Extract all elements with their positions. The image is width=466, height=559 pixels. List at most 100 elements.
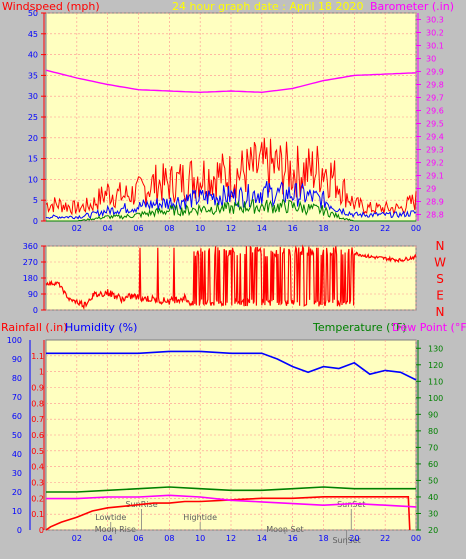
x-tick-label: 04 bbox=[103, 224, 113, 233]
annotation-label: Moon Rise bbox=[95, 525, 136, 534]
annotation-label: Moon Set bbox=[266, 525, 303, 534]
barometer-tick-label: 30.2 bbox=[426, 29, 444, 38]
direction-tick-label: 90 bbox=[28, 290, 38, 299]
barometer-tick-label: 29.8 bbox=[426, 81, 444, 90]
windspeed-tick-label: 25 bbox=[28, 113, 38, 122]
wind-series-avg bbox=[45, 180, 417, 220]
x-tick-label: 16 bbox=[288, 224, 298, 233]
humidity-tick-label: 80 bbox=[12, 374, 22, 383]
x-tick-label: 14 bbox=[257, 534, 267, 543]
rainfall-tick-label: 0.4 bbox=[31, 463, 44, 472]
humidity-tick-label: 50 bbox=[12, 431, 22, 440]
windspeed-tick-label: 5 bbox=[33, 196, 38, 205]
barometer-tick-label: 30 bbox=[426, 55, 436, 64]
direction-tick-label: 0 bbox=[33, 306, 38, 315]
rainfall-tick-label: 0.8 bbox=[31, 399, 44, 408]
rainfall-tick-label: 0.1 bbox=[31, 510, 44, 519]
compass-letter: N bbox=[436, 305, 445, 319]
temperature-tick-label: 30 bbox=[428, 509, 438, 518]
temperature-tick-label: 40 bbox=[428, 493, 438, 502]
barometer-tick-label: 30.3 bbox=[426, 16, 444, 25]
barometer-tick-label: 29.4 bbox=[426, 133, 444, 142]
direction-tick-label: 360 bbox=[23, 242, 38, 251]
barometer-tick-label: 28.9 bbox=[426, 198, 444, 207]
compass-letter: E bbox=[436, 289, 444, 303]
humidity-axis-label: Humidity (%) bbox=[65, 321, 137, 334]
temperature-tick-label: 90 bbox=[428, 410, 438, 419]
x-tick-label: 00 bbox=[411, 224, 421, 233]
barometer-tick-label: 28.8 bbox=[426, 211, 444, 220]
barometer-tick-label: 29.1 bbox=[426, 172, 444, 181]
climate-series-line bbox=[46, 494, 417, 508]
x-tick-label: 00 bbox=[411, 534, 421, 543]
x-tick-label: 22 bbox=[380, 224, 390, 233]
rainfall-axis-label: Rainfall (.in) bbox=[1, 321, 68, 334]
humidity-tick-label: 30 bbox=[12, 469, 22, 478]
windspeed-tick-label: 0 bbox=[33, 217, 38, 226]
direction-tick-label: 270 bbox=[23, 258, 38, 267]
x-tick-label: 10 bbox=[195, 534, 205, 543]
rainfall-tick-label: 0.7 bbox=[31, 415, 44, 424]
barometer-tick-label: 29.6 bbox=[426, 107, 444, 116]
direction-tick-labels: 0 90 180 270 360 bbox=[23, 242, 46, 315]
temperature-tick-label: 50 bbox=[428, 476, 438, 485]
temperature-tick-label: 130 bbox=[428, 344, 443, 353]
windspeed-tick-label: 40 bbox=[28, 51, 38, 60]
humidity-tick-label: 70 bbox=[12, 393, 22, 402]
wind-series-gust bbox=[45, 137, 417, 216]
x-tick-label: 06 bbox=[133, 534, 143, 543]
x-tick-label: 02 bbox=[72, 224, 82, 233]
x-tick-label: 08 bbox=[164, 534, 174, 543]
x-tick-label: 02 bbox=[72, 534, 82, 543]
temperature-tick-label: 120 bbox=[428, 361, 443, 370]
climate-grid bbox=[46, 340, 417, 531]
x-tick-label: 12 bbox=[226, 224, 236, 233]
barometer-tick-label: 29.9 bbox=[426, 68, 444, 77]
x-tick-label: 18 bbox=[318, 224, 328, 233]
temperature-tick-label: 110 bbox=[428, 377, 443, 386]
windspeed-tick-label: 15 bbox=[28, 155, 38, 164]
temperature-tick-label: 70 bbox=[428, 443, 438, 452]
windspeed-tick-label: 10 bbox=[28, 175, 38, 184]
rainfall-tick-label: 1 bbox=[39, 368, 44, 377]
barometer-tick-label: 30.1 bbox=[426, 42, 444, 51]
humidity-tick-label: 60 bbox=[12, 412, 22, 421]
x-tick-label: 16 bbox=[288, 534, 298, 543]
x-tick-label: 20 bbox=[349, 534, 359, 543]
barometer-tick-label: 29.3 bbox=[426, 146, 444, 155]
rainfall-tick-label: 0 bbox=[39, 526, 44, 535]
wind-direction-line bbox=[45, 244, 417, 311]
compass-letter: W bbox=[434, 256, 446, 270]
humidity-tick-label: 100 bbox=[7, 336, 22, 345]
x-tick-label: 10 bbox=[195, 224, 205, 233]
wind-series-low bbox=[46, 198, 416, 222]
climate-series-line bbox=[46, 486, 416, 493]
humidity-tick-label: 20 bbox=[12, 488, 22, 497]
compass-letter: S bbox=[436, 272, 444, 286]
dewpoint-axis-label: Dew Point (°F) bbox=[392, 321, 466, 334]
rainfall-tick-label: 0.9 bbox=[31, 384, 44, 393]
climate-tick-labels: 0 0.1 0.2 0.3 0.4 0.5 0.6 0.7 0.8 0.9 1 1.1 0 10 20 30 4… bbox=[7, 336, 444, 543]
x-tick-label: 04 bbox=[103, 534, 113, 543]
temperature-tick-label: 80 bbox=[428, 427, 438, 436]
barometer-tick-label: 29.7 bbox=[426, 94, 444, 103]
rainfall-tick-label: 0.5 bbox=[31, 447, 44, 456]
windspeed-axis-label: Windspeed (mph) bbox=[2, 0, 100, 13]
wind-panel: 0 5 10 15 20 25 30 35 40 45 50 28.8 28.9 29 29.1 29.2 29… bbox=[2, 0, 454, 233]
windspeed-tick-label: 50 bbox=[28, 9, 38, 18]
wind-series bbox=[45, 69, 417, 222]
x-tick-label: 06 bbox=[133, 224, 143, 233]
humidity-tick-label: 10 bbox=[12, 507, 22, 516]
x-tick-label: 12 bbox=[226, 534, 236, 543]
windspeed-tick-label: 20 bbox=[28, 134, 38, 143]
x-tick-label: 14 bbox=[257, 224, 267, 233]
wind-tick-labels: 0 5 10 15 20 25 30 35 40 45 50 28.8 28.9 29 29.1 29.2 29… bbox=[28, 9, 444, 233]
x-tick-label: 18 bbox=[318, 534, 328, 543]
climate-series-line bbox=[45, 496, 411, 531]
barometer-tick-label: 29 bbox=[426, 185, 436, 194]
